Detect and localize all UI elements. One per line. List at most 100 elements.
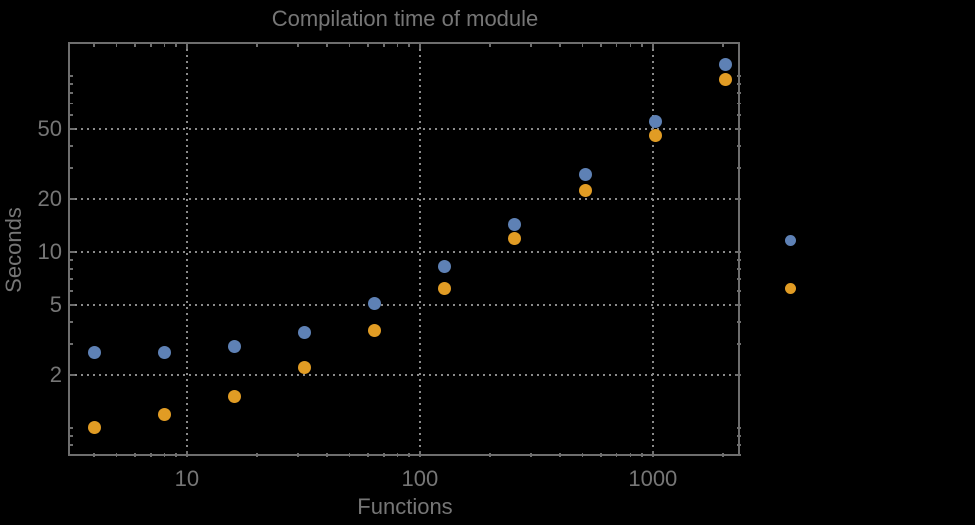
plot-area bbox=[68, 42, 740, 456]
tick-y-20-right bbox=[735, 198, 741, 200]
data-point-orange-series-x256 bbox=[508, 232, 522, 246]
tick-y-0.8-right bbox=[737, 444, 741, 446]
tick-x-6-top bbox=[134, 43, 136, 47]
tick-y-50-left bbox=[69, 127, 75, 130]
tick-x-400-bottom bbox=[559, 453, 561, 457]
tick-y-10-right bbox=[735, 250, 741, 253]
tick-x-200-bottom bbox=[489, 453, 491, 457]
tick-y-4-right bbox=[737, 321, 741, 323]
gridline-y-20 bbox=[69, 198, 741, 200]
tick-y-70-right bbox=[737, 102, 741, 104]
tick-x-50-bottom bbox=[348, 453, 351, 457]
gridline-x-100 bbox=[418, 43, 421, 457]
data-point-blue-series-x8 bbox=[157, 345, 171, 359]
y-tick-label-2: 2 bbox=[49, 361, 62, 387]
tick-x-70-bottom bbox=[383, 453, 385, 457]
tick-x-8-top bbox=[163, 43, 166, 47]
data-point-orange-series-x2048 bbox=[718, 72, 732, 86]
tick-x-500-top bbox=[581, 43, 584, 47]
tick-y-10-left bbox=[69, 250, 75, 253]
tick-x-300-top bbox=[530, 43, 532, 47]
tick-y-60-right bbox=[737, 114, 741, 116]
tick-y-40-left bbox=[69, 145, 73, 147]
tick-y-9-left bbox=[69, 259, 73, 261]
tick-x-20-bottom bbox=[256, 453, 258, 457]
tick-y-6-right bbox=[737, 290, 741, 292]
tick-x-600-bottom bbox=[600, 453, 602, 457]
data-point-orange-series-x64 bbox=[368, 323, 382, 337]
tick-x-400-top bbox=[559, 43, 561, 47]
tick-x-200-top bbox=[489, 43, 491, 47]
tick-y-1-right bbox=[737, 427, 741, 429]
tick-x-8-bottom bbox=[163, 453, 166, 457]
tick-x-4-top bbox=[93, 43, 95, 47]
tick-x-10-bottom bbox=[185, 451, 188, 457]
y-tick-label-50: 50 bbox=[37, 115, 62, 141]
tick-y-7-left bbox=[69, 278, 73, 280]
data-point-orange-series-x128 bbox=[438, 282, 452, 296]
data-point-blue-series-x1024 bbox=[648, 115, 662, 129]
data-point-blue-series-x2048 bbox=[718, 57, 732, 71]
tick-x-100-bottom bbox=[418, 451, 421, 457]
tick-y-2-left bbox=[69, 373, 75, 376]
data-point-blue-series-x32 bbox=[298, 325, 312, 339]
tick-x-5-bottom bbox=[115, 453, 118, 457]
tick-y-3-left bbox=[69, 343, 73, 345]
tick-y-0.9-left bbox=[69, 435, 73, 437]
data-point-orange-series-x8 bbox=[157, 407, 171, 421]
tick-y-0.8-left bbox=[69, 444, 73, 446]
gridline-y-50 bbox=[69, 127, 741, 130]
tick-y-7-right bbox=[737, 278, 741, 280]
tick-x-30-bottom bbox=[297, 453, 299, 457]
tick-x-700-top bbox=[615, 43, 618, 47]
tick-x-800-top bbox=[629, 43, 631, 47]
tick-y-0.7000000000000001-right bbox=[737, 454, 741, 456]
tick-y-90-left bbox=[69, 83, 73, 85]
tick-y-6-left bbox=[69, 290, 73, 292]
tick-x-90-bottom bbox=[408, 453, 410, 457]
tick-x-30-top bbox=[297, 43, 299, 47]
tick-x-9-top bbox=[175, 43, 177, 47]
tick-x-500-bottom bbox=[581, 453, 584, 457]
tick-y-50-right bbox=[735, 127, 741, 130]
data-point-blue-series-x16 bbox=[227, 340, 241, 354]
tick-y-70-left bbox=[69, 102, 73, 104]
gridline-x-1000 bbox=[651, 43, 654, 457]
tick-y-3-right bbox=[737, 343, 741, 345]
tick-x-1000-top bbox=[651, 43, 654, 49]
tick-y-5-left bbox=[69, 303, 75, 306]
tick-y-8-left bbox=[69, 268, 73, 270]
tick-y-80-left bbox=[69, 92, 73, 94]
tick-x-60-bottom bbox=[367, 453, 369, 457]
tick-x-80-bottom bbox=[396, 453, 399, 457]
y-tick-label-10: 10 bbox=[37, 238, 62, 264]
tick-x-300-bottom bbox=[530, 453, 532, 457]
tick-y-80-right bbox=[737, 92, 741, 94]
tick-y-100-left bbox=[69, 75, 73, 77]
data-point-blue-series-x128 bbox=[438, 259, 452, 273]
tick-y-40-right bbox=[737, 145, 741, 147]
tick-x-40-top bbox=[326, 43, 328, 47]
x-tick-label-10: 10 bbox=[174, 466, 200, 491]
data-point-blue-series-x256 bbox=[508, 217, 522, 231]
gridline-y-2 bbox=[69, 373, 741, 376]
data-point-orange-series-x512 bbox=[578, 183, 592, 197]
tick-x-800-bottom bbox=[629, 453, 631, 457]
data-point-blue-series-x4 bbox=[87, 345, 101, 359]
data-point-blue-series-x512 bbox=[578, 168, 592, 182]
legend-marker-orange-series-icon bbox=[784, 282, 796, 294]
tick-x-60-top bbox=[367, 43, 369, 47]
data-point-orange-series-x1024 bbox=[648, 128, 662, 142]
tick-x-4-bottom bbox=[93, 453, 95, 457]
tick-x-5-top bbox=[115, 43, 118, 47]
gridline-x-10 bbox=[185, 43, 188, 457]
tick-y-0.9-right bbox=[737, 435, 741, 437]
tick-y-30-left bbox=[69, 167, 73, 169]
tick-y-4-left bbox=[69, 321, 73, 323]
tick-y-1-left bbox=[69, 427, 73, 429]
tick-y-8-right bbox=[737, 268, 741, 270]
tick-y-60-left bbox=[69, 114, 73, 116]
tick-x-2000-top bbox=[722, 43, 724, 47]
tick-y-9-right bbox=[737, 259, 741, 261]
